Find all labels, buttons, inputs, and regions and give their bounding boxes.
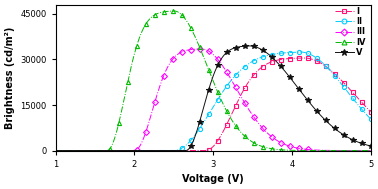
Y-axis label: Brightness (cd/m²): Brightness (cd/m²) <box>5 26 15 129</box>
X-axis label: Voltage (V): Voltage (V) <box>182 174 244 184</box>
Legend: I, II, III, IV, V: I, II, III, IV, V <box>335 6 366 58</box>
